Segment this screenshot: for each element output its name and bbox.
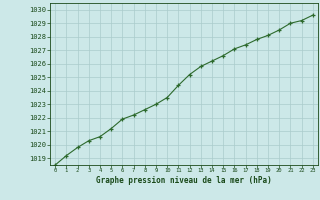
X-axis label: Graphe pression niveau de la mer (hPa): Graphe pression niveau de la mer (hPa) xyxy=(96,176,272,185)
